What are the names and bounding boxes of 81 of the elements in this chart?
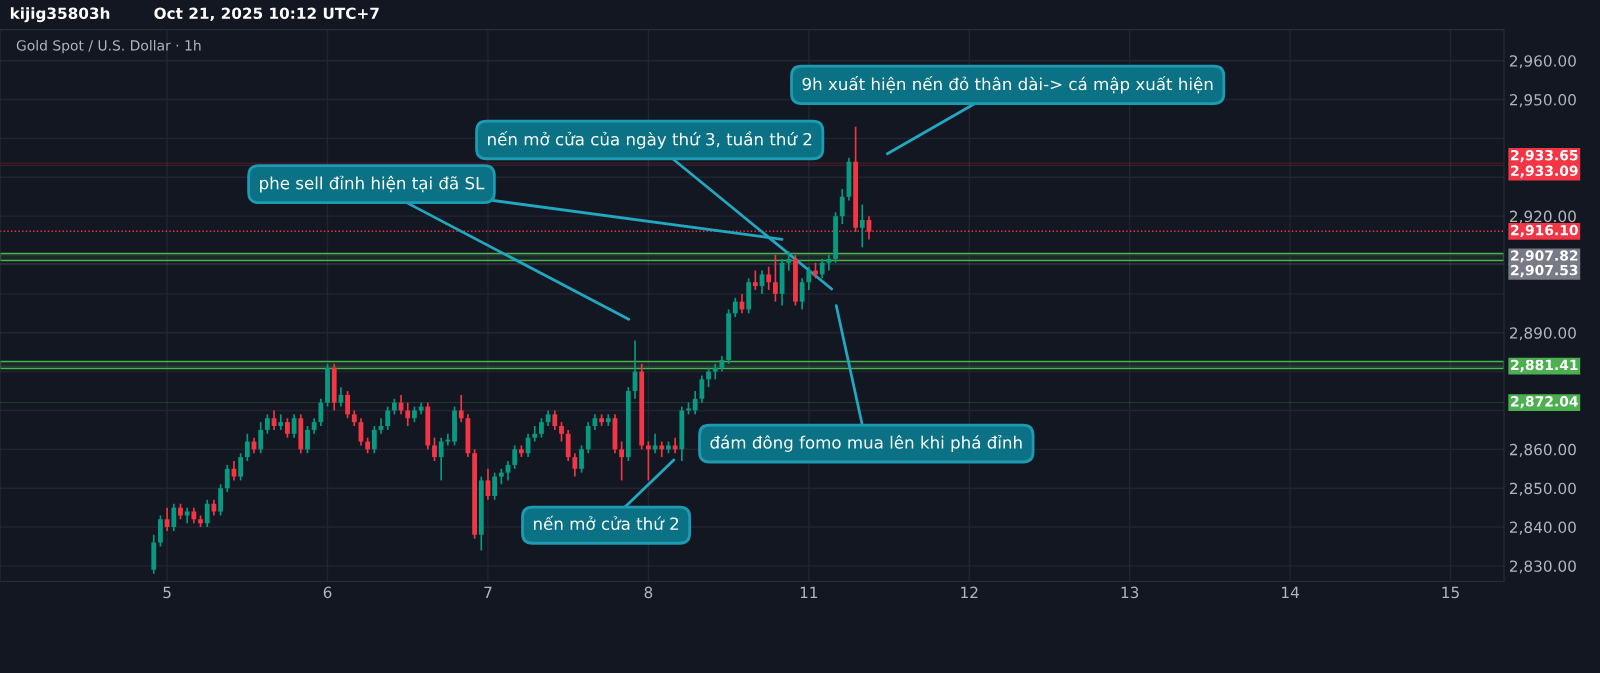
ref-line-label: 2,881.41 xyxy=(1511,359,1578,372)
ref-line-label: 2,933.09 xyxy=(1511,165,1578,178)
candlestick xyxy=(218,483,223,517)
candlestick xyxy=(826,254,832,272)
annotation: 9h xuất hiện nến đỏ thân dài-> cá mập xuất hiện xyxy=(802,76,1213,94)
ref-line-label: 2,907.82 xyxy=(1511,250,1578,263)
candlestick xyxy=(371,425,377,455)
x-tick-label: 15 xyxy=(1442,586,1459,599)
candlestick xyxy=(552,409,558,431)
candlestick xyxy=(539,417,544,439)
candlestick xyxy=(585,421,591,455)
candlestick xyxy=(752,269,758,291)
candlestick xyxy=(345,390,350,420)
candlestick xyxy=(532,425,538,443)
candlestick xyxy=(318,397,324,427)
candlestick xyxy=(458,394,464,423)
y-tick-label: 2,850.00 xyxy=(1509,482,1576,496)
y-tick-label: 2,830.00 xyxy=(1509,560,1576,574)
candlestick xyxy=(258,421,264,455)
candlestick xyxy=(158,514,163,548)
candlestick xyxy=(224,464,230,493)
candlestick xyxy=(692,390,698,416)
candlestick xyxy=(559,421,564,443)
y-tick-label: 2,920.00 xyxy=(1509,210,1576,224)
y-tick-label: 2,950.00 xyxy=(1509,94,1576,108)
candlestick xyxy=(438,436,444,482)
candlestick xyxy=(445,432,451,447)
y-tick-label: 2,960.00 xyxy=(1509,55,1576,69)
candlestick xyxy=(732,296,738,319)
candlestick xyxy=(204,499,210,528)
annotation: nến mở cửa thứ 2 xyxy=(534,515,679,531)
candlestick xyxy=(512,444,518,470)
candlestick xyxy=(786,250,792,272)
ref-line-label: 2,872.04 xyxy=(1511,396,1578,409)
annotation: nến mở cửa của ngày thứ 3, tuần thứ 2 xyxy=(488,131,812,149)
x-tick-label: 8 xyxy=(644,586,653,599)
x-tick-label: 14 xyxy=(1282,586,1299,598)
candlestick xyxy=(264,413,270,435)
candlestick xyxy=(772,254,778,303)
candlestick xyxy=(238,452,244,482)
candlestick xyxy=(385,405,391,431)
candlestick xyxy=(291,413,297,439)
candlestick xyxy=(492,471,498,501)
x-tick-label: 13 xyxy=(1121,586,1139,599)
candlestick xyxy=(278,413,284,431)
x-tick-label: 5 xyxy=(163,586,171,599)
x-tick-label: 7 xyxy=(484,586,492,598)
annotation: đám đông fomo mua lên khi phá đỉnh xyxy=(710,435,1022,452)
candlestick xyxy=(285,417,290,439)
candlestick xyxy=(405,401,411,427)
candlestick xyxy=(699,374,705,404)
candlestick xyxy=(706,366,711,388)
candlestick xyxy=(766,265,772,291)
candlestick xyxy=(164,506,170,532)
x-tick-label: 11 xyxy=(800,586,818,598)
text: Gold Spot / U.S. Dollar · 1h xyxy=(16,39,201,54)
candlestick xyxy=(806,265,812,291)
y-tick-label: 2,840.00 xyxy=(1509,521,1576,535)
candlestick xyxy=(839,188,845,225)
y-tick-label: 2,890.00 xyxy=(1509,327,1576,341)
ref-line-label: 2,933.65 xyxy=(1511,149,1578,163)
candlestick xyxy=(619,440,625,482)
candlestick xyxy=(799,277,805,311)
candlestick xyxy=(432,436,437,462)
candlestick xyxy=(244,432,250,462)
text: Oct 21, 2025 10:12 UTC+7 xyxy=(154,7,379,22)
y-tick-label: 2,860.00 xyxy=(1509,443,1576,457)
annotation: phe sell đỉnh hiện tại đã SL xyxy=(260,175,485,193)
ref-line-label: 2,907.53 xyxy=(1511,264,1578,278)
candlestick xyxy=(171,502,177,532)
candlestick xyxy=(859,203,865,249)
text: kijig35803h xyxy=(10,7,110,23)
x-tick-label: 6 xyxy=(323,586,332,599)
x-tick-label: 12 xyxy=(961,586,978,598)
candlestick xyxy=(645,440,651,482)
candlestick xyxy=(305,425,310,455)
candlestick xyxy=(565,429,571,462)
candlestick xyxy=(579,444,584,474)
candlestick xyxy=(572,452,578,478)
candlestick xyxy=(819,258,825,280)
ref-line-label: 2,916.10 xyxy=(1511,224,1578,238)
